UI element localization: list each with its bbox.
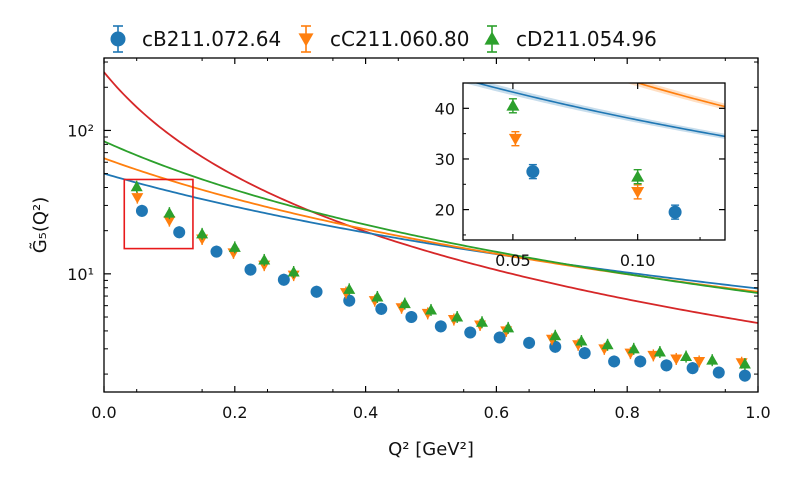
y-tick-label: 10¹ (67, 265, 94, 284)
data-point (135, 204, 148, 217)
inset-x-tick-label: 0.10 (620, 251, 656, 270)
data-point (686, 362, 699, 375)
data-point (712, 366, 725, 379)
fit-curve-0 (104, 71, 758, 324)
x-tick-label: 1.0 (745, 403, 770, 422)
data-point (680, 350, 693, 362)
data-point (578, 347, 591, 360)
data-point (371, 290, 384, 302)
x-tick-label: 0.4 (353, 403, 378, 422)
y-axis-label: G̃₅(Q²) (30, 197, 51, 254)
data-point (130, 180, 143, 192)
data-point (693, 356, 706, 368)
inset-frame (462, 82, 726, 241)
inset-plot: 0.05 0.10 20 30 40 (435, 82, 726, 270)
legend: cB211.072.64 cC211.060.80 cD211.054.96 (110, 25, 657, 53)
data-point (258, 253, 271, 265)
data-point (634, 355, 647, 368)
data-point (451, 311, 464, 322)
data-point (173, 226, 186, 239)
data-point (627, 342, 640, 354)
inset-data-point (631, 170, 645, 182)
x-axis-label: Q² [GeV²] (388, 439, 474, 460)
data-point (493, 331, 506, 344)
data-point (476, 316, 489, 327)
data-point (196, 227, 209, 239)
fit-band (626, 83, 725, 110)
data-point (310, 285, 323, 298)
data-point (277, 273, 290, 286)
data-point (210, 245, 223, 258)
y-tick-label: 10² (67, 121, 94, 140)
data-point (244, 263, 257, 276)
plot-frame (103, 57, 759, 393)
data-point (343, 283, 356, 294)
inset-y-tick-label: 30 (435, 150, 455, 169)
inset-y-tick-label: 40 (435, 99, 455, 118)
data-point (601, 338, 614, 350)
data-point (163, 207, 176, 218)
x-tick-label: 0.6 (484, 403, 509, 422)
inset-data-point (508, 133, 522, 146)
data-point (425, 303, 437, 315)
data-point (375, 302, 388, 315)
inset-fit-curve-2 (635, 83, 725, 108)
data-point (405, 311, 418, 324)
data-point (706, 354, 719, 365)
zoom-region-box (123, 178, 194, 250)
data-point (287, 266, 300, 277)
data-point (502, 321, 515, 333)
data-point (131, 193, 144, 204)
x-tick-label: 0.2 (222, 403, 247, 422)
data-point (228, 241, 241, 252)
legend-label: cB211.072.64 (142, 27, 281, 51)
data-point (660, 359, 673, 372)
inset-x-tick-label: 0.05 (495, 251, 531, 270)
fit-curve-1 (104, 172, 758, 290)
inset-data-point (668, 205, 682, 219)
inset-fit-curve-1 (474, 83, 725, 138)
legend-label: cC211.060.80 (330, 27, 469, 51)
data-point (464, 326, 477, 339)
fit-curve-3 (104, 140, 758, 294)
inset-data-point (631, 187, 645, 199)
data-point (434, 320, 447, 333)
data-point (398, 297, 411, 309)
legend-marker (484, 31, 500, 45)
legend-marker (110, 31, 126, 47)
x-tick-label: 0.8 (614, 403, 639, 422)
data-point (653, 346, 666, 357)
main-plot: 0.0 0.2 0.4 0.6 0.8 1.0 10¹ 10² (67, 57, 771, 422)
inset-data-point (526, 165, 540, 179)
data-point (738, 369, 751, 382)
legend-label: cD211.054.96 (516, 27, 657, 51)
data-point (163, 216, 176, 227)
inset-y-tick-label: 20 (435, 201, 455, 220)
x-tick-label: 0.0 (91, 403, 116, 422)
legend-marker (298, 33, 314, 47)
data-point (575, 335, 588, 346)
data-point (608, 355, 621, 368)
data-point (523, 336, 536, 349)
inset-data-point (506, 99, 520, 111)
data-point (738, 358, 751, 369)
inset-background (463, 83, 725, 240)
data-point (670, 354, 683, 365)
data-point (549, 329, 562, 341)
